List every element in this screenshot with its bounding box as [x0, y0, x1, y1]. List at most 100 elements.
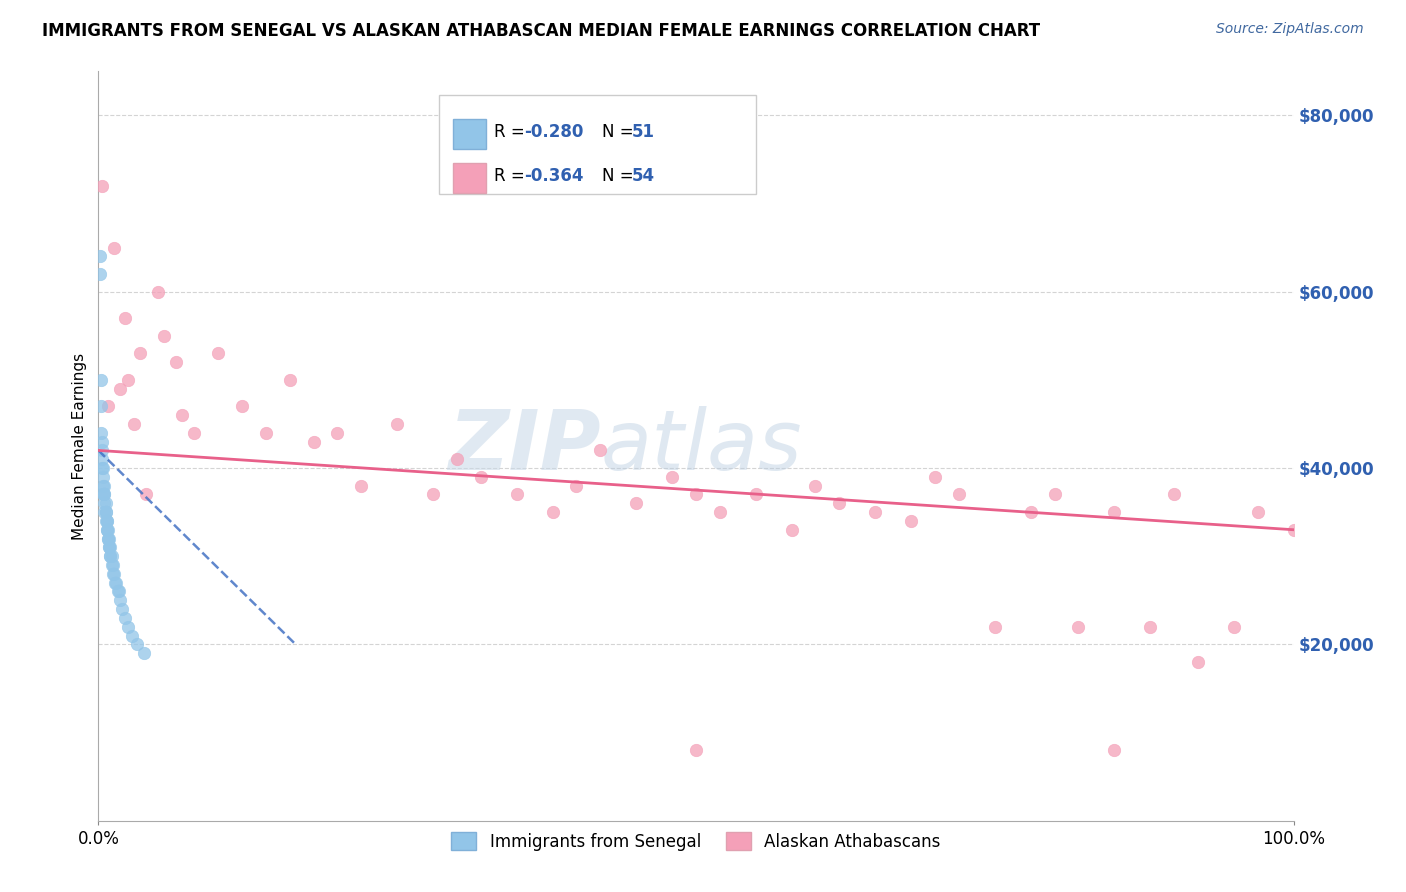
Point	[93, 487, 115, 501]
Point	[117, 620, 139, 634]
Text: ZIP: ZIP	[447, 406, 600, 486]
Point	[97, 532, 120, 546]
Point	[302, 434, 325, 449]
Point	[685, 487, 707, 501]
Point	[278, 373, 301, 387]
Point	[1163, 487, 1185, 501]
Point	[91, 470, 114, 484]
Point	[100, 558, 122, 572]
Point	[91, 487, 114, 501]
Point	[172, 408, 194, 422]
Point	[685, 743, 707, 757]
Point	[98, 541, 122, 555]
Point	[183, 425, 205, 440]
Text: Source: ZipAtlas.com: Source: ZipAtlas.com	[1216, 22, 1364, 37]
Point	[828, 496, 851, 510]
Point	[900, 514, 922, 528]
Text: R =: R =	[494, 123, 530, 141]
Point	[97, 400, 120, 414]
Point	[326, 425, 349, 440]
Text: atlas: atlas	[600, 406, 801, 486]
Point	[89, 267, 111, 281]
Legend: Immigrants from Senegal, Alaskan Athabascans: Immigrants from Senegal, Alaskan Athabas…	[444, 826, 948, 857]
Point	[108, 593, 131, 607]
Point	[98, 541, 121, 555]
Point	[93, 496, 115, 510]
Point	[1019, 505, 1042, 519]
Point	[93, 487, 115, 501]
Point	[94, 505, 117, 519]
Point	[865, 505, 887, 519]
Point	[105, 575, 128, 590]
Point	[96, 514, 118, 528]
Point	[350, 478, 373, 492]
Text: -0.364: -0.364	[524, 168, 583, 186]
Point	[1043, 487, 1066, 501]
Point	[626, 496, 648, 510]
Point	[91, 178, 114, 193]
Point	[1282, 523, 1305, 537]
Point	[97, 532, 120, 546]
Point	[1223, 620, 1246, 634]
Text: 54: 54	[631, 168, 654, 186]
Point	[1139, 620, 1161, 634]
Point	[98, 541, 121, 555]
Point	[231, 400, 253, 414]
Point	[153, 328, 176, 343]
Point	[804, 478, 827, 492]
Point	[100, 549, 122, 564]
Text: 51: 51	[631, 123, 654, 141]
Point	[114, 311, 136, 326]
Point	[254, 425, 277, 440]
Point	[1104, 505, 1126, 519]
Point	[470, 470, 492, 484]
Point	[709, 505, 731, 519]
Point	[96, 514, 118, 528]
Point	[91, 443, 114, 458]
Y-axis label: Median Female Earnings: Median Female Earnings	[72, 352, 87, 540]
Point	[745, 487, 768, 501]
Point	[94, 514, 117, 528]
Text: IMMIGRANTS FROM SENEGAL VS ALASKAN ATHABASCAN MEDIAN FEMALE EARNINGS CORRELATION: IMMIGRANTS FROM SENEGAL VS ALASKAN ATHAB…	[42, 22, 1040, 40]
Point	[94, 496, 117, 510]
Point	[207, 346, 229, 360]
Point	[91, 478, 114, 492]
Point	[148, 285, 170, 299]
Point	[446, 452, 468, 467]
Point	[89, 250, 111, 264]
Text: N =: N =	[602, 168, 638, 186]
Point	[104, 575, 127, 590]
Point	[165, 355, 187, 369]
Point	[589, 443, 612, 458]
Point	[780, 523, 803, 537]
Point	[91, 434, 114, 449]
Point	[135, 487, 157, 501]
Point	[98, 549, 122, 564]
Point	[565, 478, 588, 492]
Point	[90, 425, 112, 440]
Point	[91, 461, 114, 475]
Point	[107, 584, 129, 599]
Text: N =: N =	[602, 123, 638, 141]
Point	[90, 400, 112, 414]
Point	[108, 382, 131, 396]
Point	[1104, 743, 1126, 757]
Point	[93, 478, 115, 492]
Point	[96, 523, 118, 537]
Point	[422, 487, 444, 501]
Point	[101, 566, 124, 581]
Point	[1067, 620, 1090, 634]
Point	[114, 611, 136, 625]
Point	[125, 637, 148, 651]
Point	[98, 549, 122, 564]
Point	[94, 505, 117, 519]
Point	[97, 523, 120, 537]
Point	[661, 470, 683, 484]
Point	[124, 417, 146, 431]
Point	[984, 620, 1007, 634]
Point	[90, 373, 112, 387]
Text: R =: R =	[494, 168, 530, 186]
Point	[103, 566, 125, 581]
Point	[924, 470, 946, 484]
Point	[1247, 505, 1270, 519]
